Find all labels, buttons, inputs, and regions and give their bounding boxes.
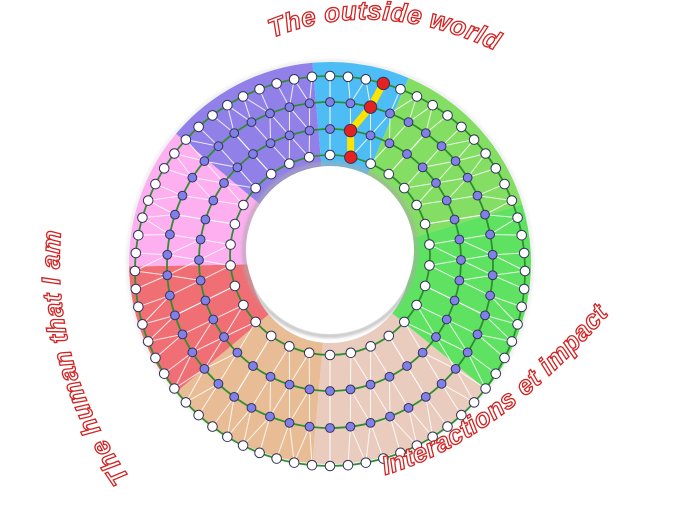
svg-text:The human that I am: The human that I am — [36, 229, 135, 491]
svg-text:The outside world: The outside world — [264, 0, 507, 57]
